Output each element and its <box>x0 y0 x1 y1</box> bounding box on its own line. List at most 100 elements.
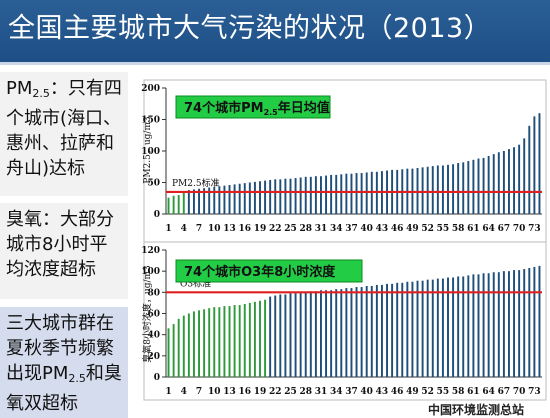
city-cluster-text-b: 和臭氧双超标 <box>6 363 122 414</box>
pm25-bar <box>330 174 333 214</box>
pm25-bar <box>365 172 368 214</box>
pm25-xtick-label: 4 <box>181 224 187 234</box>
o3-xtick-label: 46 <box>391 387 404 397</box>
o3-xtick-label: 64 <box>482 387 495 397</box>
o3-bar <box>447 277 449 377</box>
o3-xtick-label: 58 <box>452 387 465 397</box>
o3-bar <box>508 271 510 377</box>
pm25-xtick-label: 13 <box>223 224 236 234</box>
pm25-bar <box>462 162 465 214</box>
o3-bar <box>269 296 272 377</box>
pm25-bar <box>472 159 475 214</box>
pm25-bar <box>492 154 495 214</box>
o3-bar <box>314 291 317 377</box>
pm25-xtick-label: 10 <box>208 224 221 234</box>
o3-bar <box>248 302 251 377</box>
o3-bar <box>289 293 292 377</box>
pm25-bar <box>345 173 348 214</box>
pm25-bar <box>431 166 434 214</box>
pm25-xtick-label: 1 <box>165 224 171 234</box>
o3-bar <box>386 283 388 377</box>
pm25-xtick-label: 25 <box>284 224 297 234</box>
o3-bar <box>365 285 368 377</box>
pm25-bar <box>467 161 470 214</box>
o3-bar <box>467 275 470 377</box>
o3-bar <box>177 318 180 377</box>
o3-ytick-label: 80 <box>147 288 160 298</box>
o3-bar <box>192 311 195 377</box>
pm25-bar <box>482 157 485 214</box>
o3-xtick-label: 4 <box>181 387 187 397</box>
pm25-ytick-label: 200 <box>141 84 160 94</box>
pm25-xtick-label: 67 <box>498 224 511 234</box>
o3-bar <box>253 301 256 377</box>
o3-bar <box>380 284 383 377</box>
pm25-bar <box>502 151 505 214</box>
o3-bar <box>279 294 282 377</box>
o3-bar <box>284 294 287 377</box>
pm25-bar <box>218 186 221 214</box>
pm25-bar <box>533 116 536 214</box>
pm25-ytick-label: 150 <box>141 116 160 126</box>
pm25-y-axis-label: PM2.5，ug/m3 <box>143 116 153 184</box>
o3-bar <box>528 267 531 377</box>
pm25-bar <box>436 165 439 214</box>
pm25-bar <box>325 175 328 214</box>
pm25-bar <box>518 144 521 214</box>
pm25-xtick-label: 61 <box>467 224 480 234</box>
pm25-bar <box>299 177 302 214</box>
ozone-summary-text: 臭氧：大部分城市8小时平均浓度超标 <box>6 209 114 280</box>
o3-bar <box>228 306 231 377</box>
o3-bar <box>421 280 424 377</box>
o3-xtick-label: 1 <box>165 387 171 397</box>
pm25-prefix: PM <box>6 78 33 99</box>
pm25-bar <box>238 183 241 214</box>
pm25-title-box <box>175 95 331 119</box>
pm25-bar <box>497 152 500 214</box>
o3-bar <box>233 305 236 377</box>
pm25-xtick-label: 28 <box>299 224 312 234</box>
pm25-bar <box>421 167 424 214</box>
o3-ytick-label: 40 <box>147 331 160 341</box>
o3-bar <box>172 324 175 377</box>
o3-bar <box>223 306 226 377</box>
o3-xtick-label: 40 <box>360 387 373 397</box>
o3-bar <box>441 278 444 377</box>
o3-bar <box>213 307 216 377</box>
pm25-bar <box>274 179 277 214</box>
o3-bar <box>264 299 267 377</box>
pm25-xtick-label: 55 <box>437 224 450 234</box>
pm25-bar <box>441 165 444 214</box>
city-cluster-subscript: 2.5 <box>68 372 86 385</box>
o3-bar <box>167 328 170 377</box>
o3-bar <box>477 274 480 377</box>
pm25-xtick-label: 16 <box>238 224 251 234</box>
o3-bar <box>523 269 526 377</box>
o3-bar <box>340 289 343 377</box>
o3-ytick-label: 0 <box>154 373 160 383</box>
pm25-bar <box>177 195 180 214</box>
o3-xtick-label: 22 <box>269 387 282 397</box>
pm25-bar <box>182 192 185 214</box>
o3-ytick-label: 120 <box>141 246 160 256</box>
o3-bar <box>350 288 353 377</box>
pm25-bar <box>269 179 272 214</box>
o3-xtick-label: 31 <box>315 387 328 397</box>
o3-bar <box>492 272 495 377</box>
o3-bar <box>360 287 363 377</box>
o3-bar <box>203 309 206 377</box>
pm25-bar <box>340 174 343 214</box>
pm25-ytick-label: 100 <box>141 147 160 157</box>
o3-bar <box>487 273 490 377</box>
pm25-standard-label: PM2.5标准 <box>172 177 220 189</box>
o3-bar <box>375 284 378 377</box>
o3-xtick-label: 52 <box>421 387 434 397</box>
o3-bar <box>436 278 439 377</box>
pm25-xtick-label: 64 <box>482 224 495 234</box>
pm25-bar <box>360 173 363 214</box>
o3-bar <box>518 270 521 377</box>
o3-xtick-label: 34 <box>330 387 343 397</box>
o3-bar <box>538 265 541 377</box>
o3-y-axis-label: 臭氧8小时浓度，ug/m3 <box>141 265 153 363</box>
